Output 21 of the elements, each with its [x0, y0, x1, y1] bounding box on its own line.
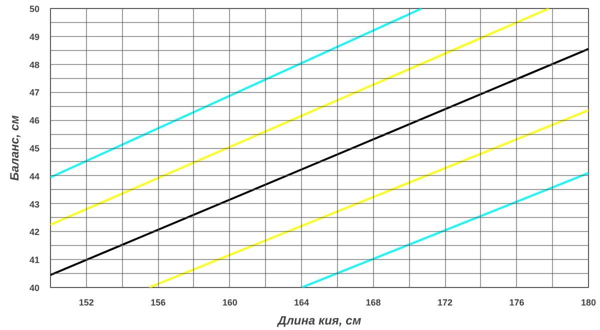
x-tick-label: 172: [438, 298, 453, 308]
x-tick-label: 164: [294, 298, 310, 308]
y-tick-label: 48: [29, 60, 40, 70]
x-tick-label: 160: [222, 298, 238, 308]
y-tick-label: 44: [29, 171, 40, 182]
y-tick-label: 45: [29, 144, 40, 154]
x-tick-label: 168: [366, 298, 381, 308]
y-tick-label: 47: [29, 88, 40, 98]
y-tick-label: 43: [29, 199, 40, 210]
y-tick-label: 46: [29, 116, 40, 126]
y-tick-label: 50: [29, 4, 40, 14]
x-tick-label: 180: [580, 298, 596, 308]
x-tick-label: 156: [150, 298, 166, 308]
x-tick-label: 152: [78, 298, 94, 308]
y-tick-label: 42: [29, 227, 40, 238]
y-axis-title: Баланс, см: [7, 115, 22, 181]
y-tick-label: 41: [29, 255, 40, 266]
x-axis-title: Длина кия, см: [276, 314, 362, 328]
y-tick-label: 49: [29, 32, 40, 42]
x-tick-label: 176: [509, 298, 524, 308]
y-tick-label: 40: [29, 283, 40, 293]
